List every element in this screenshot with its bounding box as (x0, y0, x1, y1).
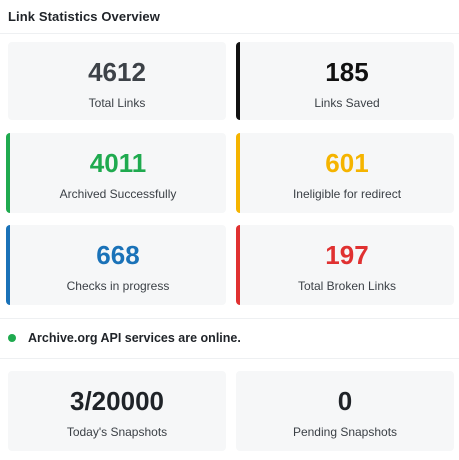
stat-label: Total Links (88, 96, 146, 110)
snapshot-label: Today's Snapshots (66, 425, 168, 439)
snapshot-label: Pending Snapshots (292, 425, 398, 439)
snapshot-value: 0 (337, 386, 353, 416)
status-dot-icon (8, 334, 16, 342)
stat-card-checks-in-progress: 668 Checks in progress (6, 225, 226, 305)
snapshot-card-pending: 0 Pending Snapshots (236, 371, 454, 451)
snapshot-value: 3/20000 (70, 386, 164, 416)
stat-card-total-broken-links: 197 Total Broken Links (236, 225, 454, 305)
stat-label: Ineligible for redirect (292, 187, 402, 201)
stat-label: Checks in progress (66, 279, 170, 293)
stat-value: 601 (325, 148, 369, 178)
stat-value: 4011 (89, 148, 147, 178)
stat-label: Archived Successfully (59, 187, 177, 201)
snapshot-card-today: 3/20000 Today's Snapshots (8, 371, 226, 451)
status-text: Archive.org API services are online. (28, 331, 241, 345)
stat-value: 668 (96, 240, 140, 270)
api-status: Archive.org API services are online. (8, 330, 241, 346)
stat-card-archived-successfully: 4011 Archived Successfully (6, 133, 226, 213)
status-divider-bottom (0, 358, 459, 359)
page-title: Link Statistics Overview (8, 9, 160, 24)
stat-label: Links Saved (314, 96, 380, 110)
stat-value: 185 (325, 57, 369, 87)
stat-value: 4612 (88, 57, 146, 87)
stat-card-links-saved: 185 Links Saved (236, 42, 454, 120)
status-divider-top (0, 318, 459, 319)
stat-card-total-links: 4612 Total Links (8, 42, 226, 120)
stat-card-ineligible-for-redirect: 601 Ineligible for redirect (236, 133, 454, 213)
stat-value: 197 (325, 240, 369, 270)
header-divider (0, 33, 459, 34)
stat-label: Total Broken Links (297, 279, 397, 293)
